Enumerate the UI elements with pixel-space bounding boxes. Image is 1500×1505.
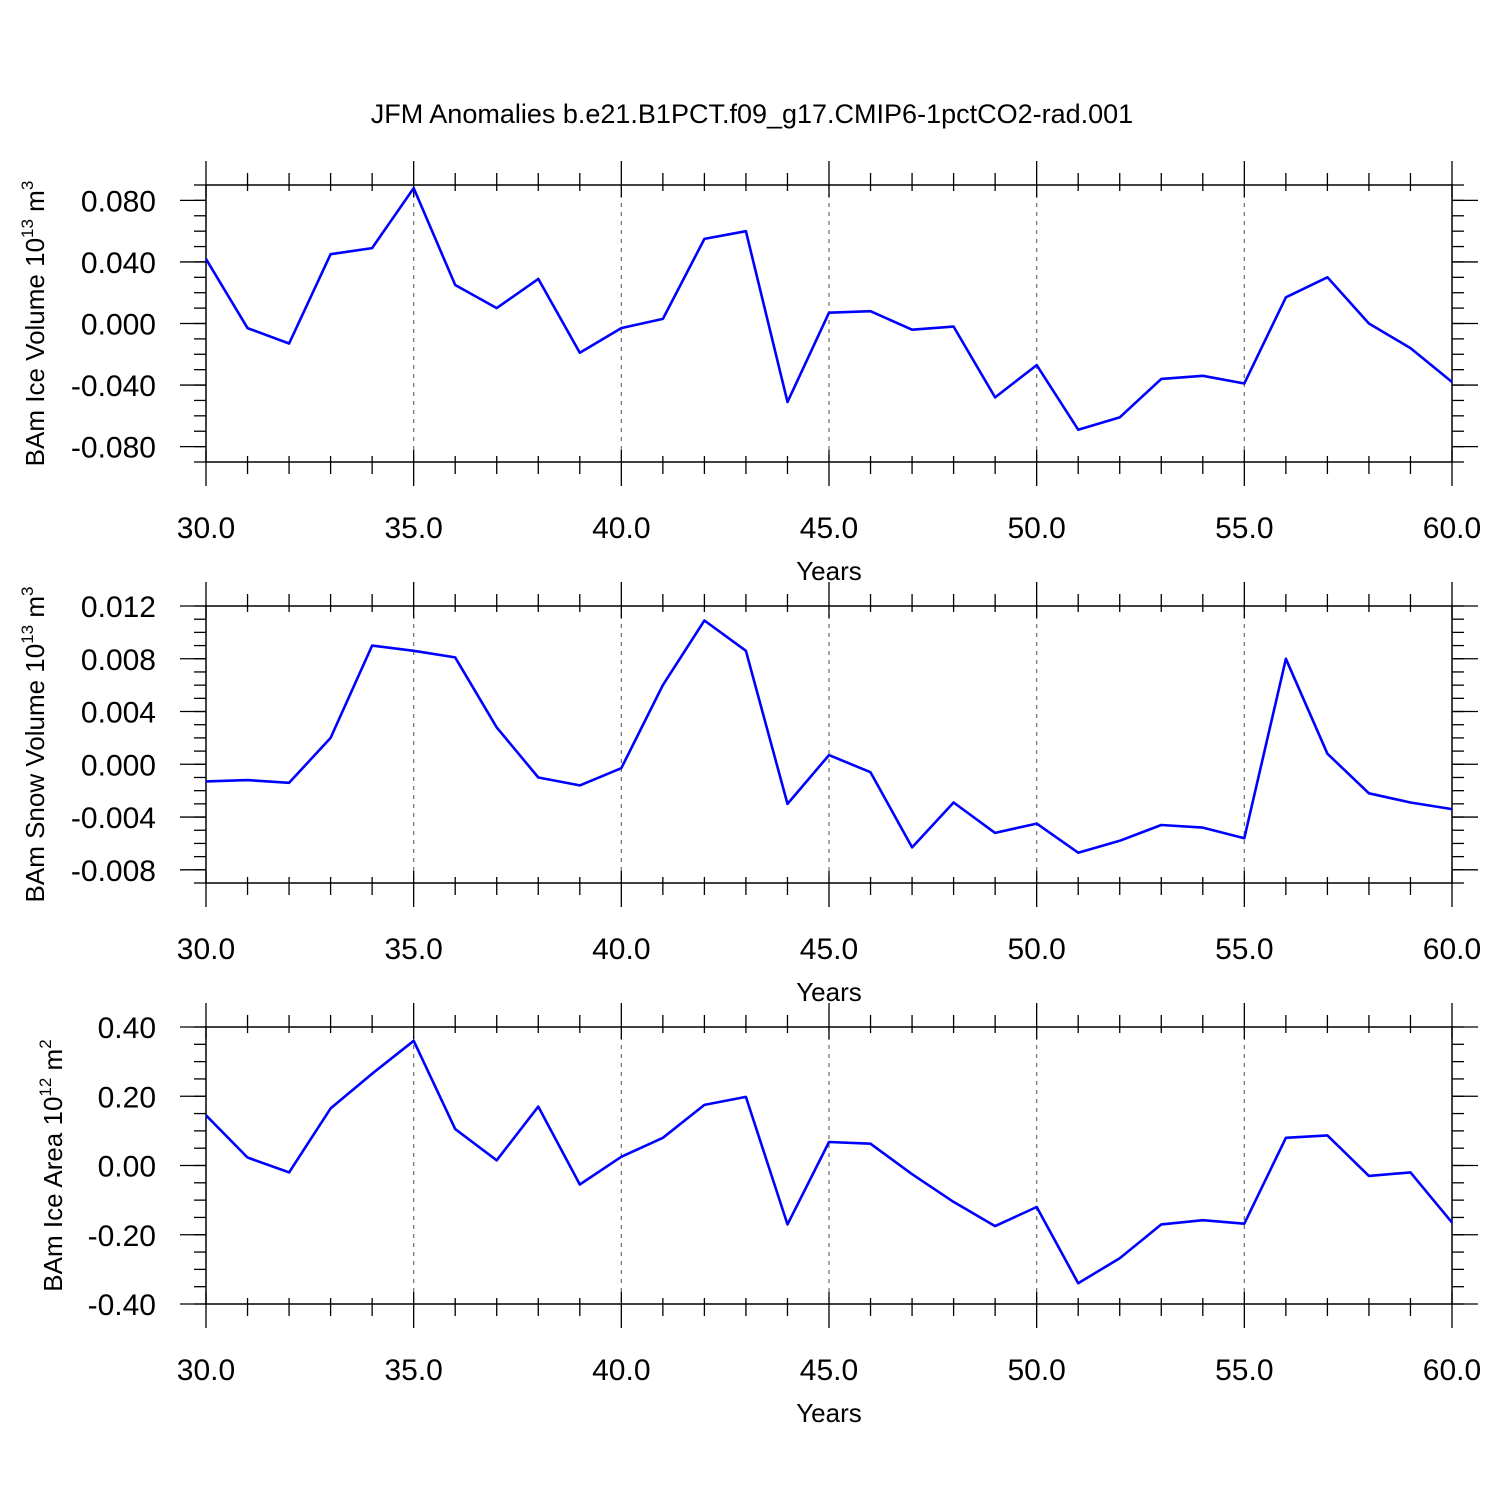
y-axis-label-unit-exponent: 3 [18,587,37,596]
series-line [206,621,1452,853]
y-tick-label: 0.012 [81,591,156,624]
y-axis-label: BAm Ice Area 1012 m2 [36,1039,68,1291]
y-tick-label: 0.040 [81,247,156,280]
x-tick-label: 45.0 [800,1354,858,1387]
y-tick-label: 0.000 [81,309,156,342]
y-axis-label-exponent: 13 [18,219,37,238]
x-tick-label: 60.0 [1423,512,1481,545]
y-axis-label-exponent: 12 [36,1078,55,1097]
y-tick-label: 0.20 [98,1081,156,1114]
y-tick-label: 0.080 [81,185,156,218]
x-tick-label: 50.0 [1007,512,1065,545]
y-tick-label: 0.00 [98,1151,156,1184]
x-axis-label: Years [796,1398,862,1428]
panel-1: 0.080 0.040 0.000 -0.040 -0.080 30.0 35.0 40.0 4… [18,161,1481,586]
y-tick-label: 0.000 [81,749,156,782]
x-tick-label: 55.0 [1215,512,1273,545]
x-tick-label: 55.0 [1215,1354,1273,1387]
x-tick-label: 30.0 [177,1354,235,1387]
y-axis-label-unit: m [20,596,50,625]
x-tick-label: 45.0 [800,933,858,966]
panel-3: 0.40 0.20 0.00 -0.20 -0.40 30.0 35.0 40.0 45.0 50… [36,1003,1481,1428]
chart-title: JFM Anomalies b.e21.B1PCT.f09_g17.CMIP6-… [371,99,1133,129]
x-tick-label: 40.0 [592,512,650,545]
x-tick-label: 50.0 [1007,933,1065,966]
y-axis-label-main: BAm Ice Volume 10 [20,238,50,466]
y-tick-label: 0.008 [81,644,156,677]
y-axis-label-unit-exponent: 3 [18,181,37,190]
x-axis-label: Years [796,977,862,1007]
y-tick-label: -0.20 [88,1220,156,1253]
y-axis-label-unit-exponent: 2 [36,1039,55,1048]
y-tick-label: 0.004 [81,697,156,730]
y-axis-label-unit: m [20,190,50,219]
y-tick-label: -0.40 [88,1289,156,1322]
y-axis-label: BAm Snow Volume 1013 m3 [18,587,50,903]
x-tick-label: 30.0 [177,512,235,545]
y-axis-label-main: BAm Snow Volume 10 [20,644,50,903]
y-axis-label-unit: m [38,1049,68,1078]
y-tick-label: -0.008 [71,855,156,888]
x-tick-label: 45.0 [800,512,858,545]
x-tick-label: 35.0 [384,933,442,966]
x-tick-label: 35.0 [384,512,442,545]
x-tick-label: 40.0 [592,1354,650,1387]
y-axis-label: BAm Ice Volume 1013 m3 [18,181,50,467]
x-axis-label: Years [796,556,862,586]
y-tick-label: -0.004 [71,802,156,835]
x-tick-label: 35.0 [384,1354,442,1387]
y-tick-label: -0.040 [71,370,156,403]
y-tick-label: -0.080 [71,432,156,465]
y-tick-label: 0.40 [98,1012,156,1045]
x-tick-label: 50.0 [1007,1354,1065,1387]
x-tick-label: 40.0 [592,933,650,966]
y-axis-label-exponent: 13 [18,625,37,644]
x-tick-label: 60.0 [1423,933,1481,966]
panel-2: 0.012 0.008 0.004 0.000 -0.004 -0.008 30.0 35.0… [18,582,1481,1007]
x-tick-label: 30.0 [177,933,235,966]
x-tick-label: 55.0 [1215,933,1273,966]
y-axis-label-main: BAm Ice Area 10 [38,1097,68,1292]
x-tick-label: 60.0 [1423,1354,1481,1387]
